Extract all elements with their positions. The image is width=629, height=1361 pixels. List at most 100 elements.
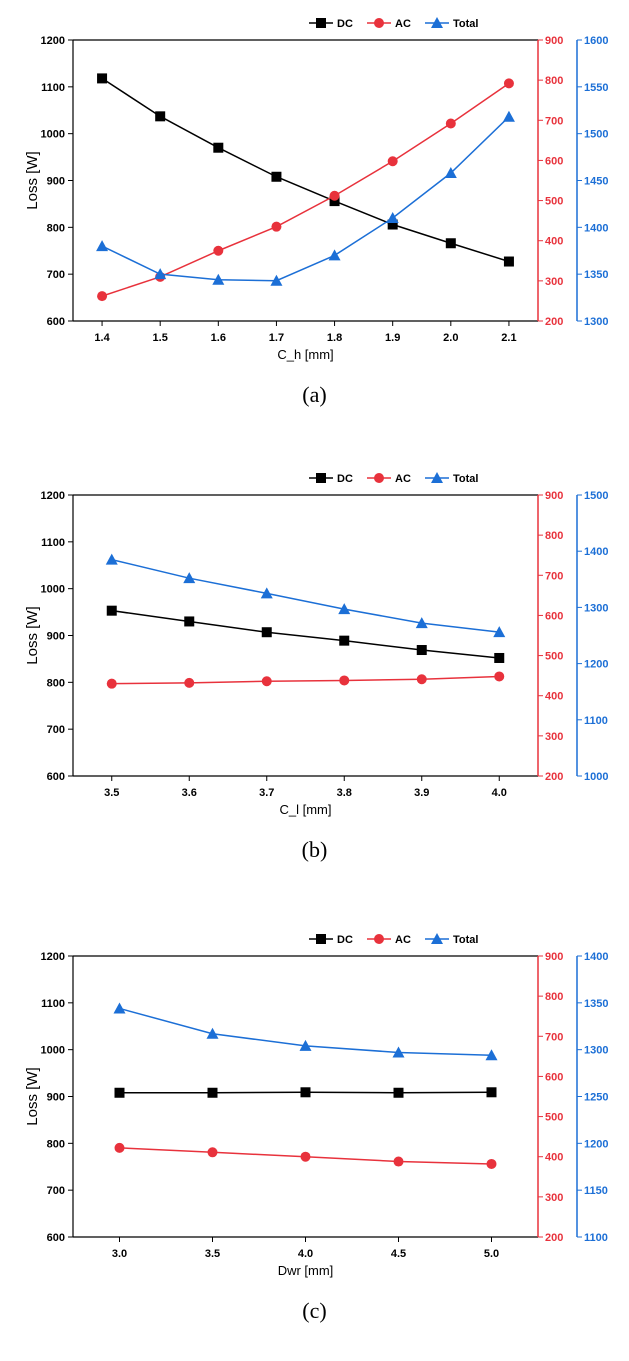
data-point-dc xyxy=(208,1088,218,1098)
data-point-total xyxy=(154,268,166,279)
total-axis-tick-label: 1300 xyxy=(584,602,608,614)
legend-marker-ac xyxy=(374,473,384,483)
y-left-tick-label: 900 xyxy=(47,1092,65,1104)
ac-axis-tick-label: 900 xyxy=(545,35,563,47)
data-point-ac xyxy=(417,674,427,684)
series-line-total xyxy=(102,117,509,281)
total-axis-tick-label: 1400 xyxy=(584,546,608,558)
y-left-tick-label: 1100 xyxy=(41,82,65,94)
y-axis-title: Loss [W] xyxy=(24,1067,41,1125)
data-point-dc xyxy=(213,143,223,153)
data-point-ac xyxy=(208,1147,218,1157)
total-axis-tick-label: 1350 xyxy=(584,269,608,281)
x-tick-label: 5.0 xyxy=(484,1248,499,1260)
total-axis-tick-label: 1000 xyxy=(584,771,608,783)
ac-axis-tick-label: 300 xyxy=(545,731,563,743)
ac-axis-tick-label: 600 xyxy=(545,155,563,167)
data-point-ac xyxy=(301,1152,311,1162)
ac-axis-tick-label: 300 xyxy=(545,1192,563,1204)
data-point-ac xyxy=(271,222,281,232)
total-axis-tick-label: 1100 xyxy=(584,1232,608,1244)
ac-axis-tick-label: 200 xyxy=(545,771,563,783)
data-point-ac xyxy=(262,676,272,686)
data-point-ac xyxy=(494,671,504,681)
ac-axis-tick-label: 400 xyxy=(545,236,563,248)
total-axis-tick-label: 1300 xyxy=(584,316,608,328)
data-point-ac xyxy=(504,78,514,88)
data-point-dc xyxy=(339,636,349,646)
data-point-dc xyxy=(417,645,427,655)
legend-label-dc: DC xyxy=(337,934,353,946)
caption-a: (a) xyxy=(0,382,629,408)
data-point-total xyxy=(96,240,108,251)
data-point-ac xyxy=(330,191,340,201)
data-point-total xyxy=(387,212,399,223)
y-left-tick-label: 1000 xyxy=(41,1045,65,1057)
y-left-tick-label: 700 xyxy=(47,1185,65,1197)
data-point-dc xyxy=(184,616,194,626)
legend-marker-dc xyxy=(316,934,326,944)
x-tick-label: 3.0 xyxy=(112,1248,127,1260)
data-point-ac xyxy=(184,678,194,688)
data-point-total xyxy=(114,1002,126,1013)
total-axis-tick-label: 1100 xyxy=(584,715,608,727)
total-axis-tick-label: 1500 xyxy=(584,129,608,141)
y-left-tick-label: 700 xyxy=(47,269,65,281)
legend-label-dc: DC xyxy=(337,473,353,485)
total-axis-tick-label: 1600 xyxy=(584,35,608,47)
y-left-tick-label: 800 xyxy=(47,222,65,234)
y-left-tick-label: 800 xyxy=(47,677,65,689)
y-axis-title: Loss [W] xyxy=(24,606,41,664)
x-tick-label: 1.5 xyxy=(153,332,168,344)
ac-axis-tick-label: 800 xyxy=(545,991,563,1003)
ac-axis-tick-label: 200 xyxy=(545,1232,563,1244)
x-tick-label: 1.7 xyxy=(269,332,284,344)
data-point-ac xyxy=(97,291,107,301)
x-tick-label: 1.9 xyxy=(385,332,400,344)
total-axis-tick-label: 1300 xyxy=(584,1045,608,1057)
legend-marker-ac xyxy=(374,934,384,944)
data-point-dc xyxy=(394,1088,404,1098)
data-point-dc xyxy=(487,1087,497,1097)
ac-axis-tick-label: 600 xyxy=(545,1071,563,1083)
total-axis-tick-label: 1200 xyxy=(584,1138,608,1150)
x-tick-label: 2.0 xyxy=(443,332,458,344)
x-axis-title: Dwr [mm] xyxy=(278,1263,334,1278)
ac-axis-tick-label: 500 xyxy=(545,196,563,208)
data-point-ac xyxy=(388,156,398,166)
x-tick-label: 3.5 xyxy=(205,1248,220,1260)
data-point-dc xyxy=(262,627,272,637)
legend-marker-dc xyxy=(316,18,326,28)
x-axis-title: C_h [mm] xyxy=(277,347,333,362)
data-point-dc xyxy=(494,653,504,663)
legend-label-total: Total xyxy=(453,934,478,946)
data-point-total xyxy=(503,111,515,122)
ac-axis-tick-label: 300 xyxy=(545,276,563,288)
ac-axis-tick-label: 200 xyxy=(545,316,563,328)
data-point-ac xyxy=(339,675,349,685)
y-left-tick-label: 900 xyxy=(47,631,65,643)
data-point-ac xyxy=(107,679,117,689)
total-axis-tick-label: 1150 xyxy=(584,1185,608,1197)
x-tick-label: 3.8 xyxy=(337,787,352,799)
x-tick-label: 3.7 xyxy=(259,787,274,799)
ac-axis-tick-label: 700 xyxy=(545,570,563,582)
legend-marker-dc xyxy=(316,473,326,483)
y-left-tick-label: 900 xyxy=(47,176,65,188)
ac-axis-tick-label: 500 xyxy=(545,651,563,663)
x-tick-label: 3.5 xyxy=(104,787,119,799)
x-tick-label: 3.6 xyxy=(182,787,197,799)
legend-label-ac: AC xyxy=(395,18,411,30)
x-tick-label: 4.0 xyxy=(492,787,507,799)
data-point-ac xyxy=(394,1157,404,1167)
ac-axis-tick-label: 700 xyxy=(545,115,563,127)
data-point-ac xyxy=(446,118,456,128)
legend-label-ac: AC xyxy=(395,934,411,946)
total-axis-tick-label: 1200 xyxy=(584,659,608,671)
y-left-tick-label: 1000 xyxy=(41,584,65,596)
total-axis-tick-label: 1550 xyxy=(584,82,608,94)
